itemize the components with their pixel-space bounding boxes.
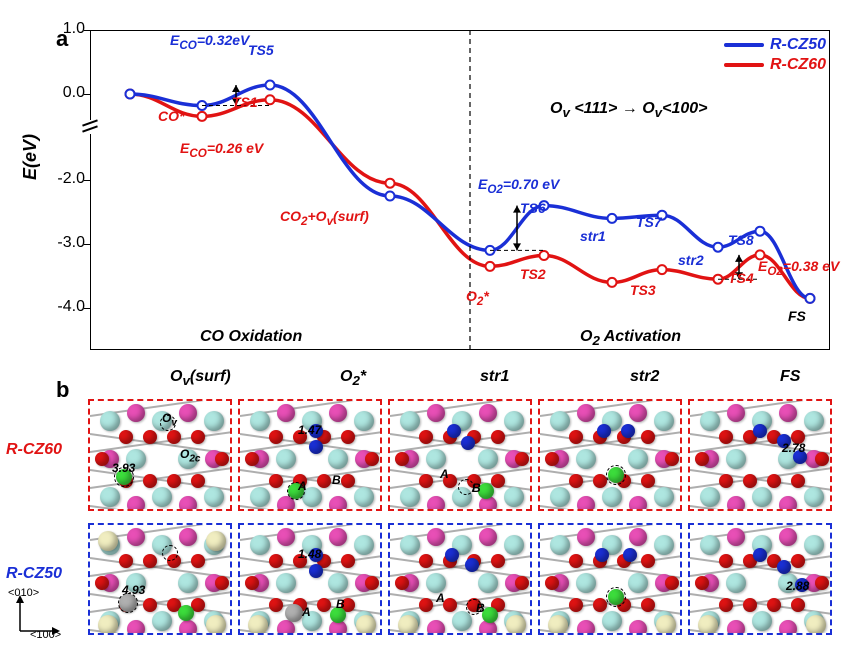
structure-cell: AB (388, 523, 532, 635)
column-header: Ov(surf) (170, 368, 231, 388)
chart-annotation: TS8 (728, 232, 754, 248)
structure-annotation: B (336, 597, 345, 611)
chart-annotation: CO* (158, 108, 184, 124)
chart-annotation: TS7 (636, 214, 662, 230)
structure-annotation: B (332, 473, 341, 487)
panel-a: a E(eV) R-CZ50R-CZ60 1.00.0-2.0-3.0-4.0E… (0, 0, 856, 395)
chart-svg (90, 30, 830, 350)
chart-annotation: TS1 (232, 94, 258, 110)
row-label: R-CZ50 (6, 565, 62, 583)
chart-annotation: EO2=0.38 eV (758, 258, 839, 278)
figure-root: a E(eV) R-CZ50R-CZ60 1.00.0-2.0-3.0-4.0E… (0, 0, 856, 648)
axis-break-icon (82, 120, 98, 134)
axis-010-label: <010> (8, 587, 39, 599)
structure-annotation: A (302, 605, 311, 619)
structure-cell: 4.93 (88, 523, 232, 635)
column-header: O2* (340, 368, 366, 388)
structure-annotation: O2c (180, 447, 200, 464)
row-label: R-CZ60 (6, 441, 62, 459)
ytick-label: 1.0 (40, 20, 85, 38)
structure-cell: 1.47 A B (238, 399, 382, 511)
structure-annotation: 2.78 (782, 441, 805, 455)
legend: R-CZ50 R-CZ60 (724, 36, 826, 76)
structure-annotation: B (476, 601, 485, 615)
chart-annotation: TS6 (520, 200, 546, 216)
structure-annotation: A (440, 467, 449, 481)
ytick-label: -4.0 (40, 298, 85, 316)
chart-annotation: Ov <111> → Ov<100> (550, 100, 707, 120)
structure-cell (538, 523, 682, 635)
structure-cell: 2.78 (688, 399, 832, 511)
ytick-label: -2.0 (40, 170, 85, 188)
chart-annotation: CO Oxidation (200, 328, 302, 346)
structure-cell: 2.88 (688, 523, 832, 635)
chart-annotation: ECO=0.26 eV (180, 140, 263, 160)
structure-cell: AB (388, 399, 532, 511)
column-header: str1 (480, 368, 509, 386)
structure-annotation: A (298, 479, 307, 493)
structure-annotation: 4.93 (122, 583, 145, 597)
column-header: str2 (630, 368, 659, 386)
chart-annotation: O2* (466, 288, 489, 308)
chart-annotation: str2 (678, 252, 704, 268)
chart-annotation: TS4 (728, 270, 754, 286)
chart-annotation: CO2+Ov(surf) (280, 208, 369, 228)
structure-annotation: A (436, 591, 445, 605)
structure-row: 3.93OvO2c1.47ABAB2.78 (88, 399, 838, 517)
chart-annotation: TS2 (520, 266, 546, 282)
panel-b: b <010> <100> 3.93OvO2c1.47ABAB2.78R-CZ6… (0, 395, 856, 648)
structure-annotation: 3.93 (112, 461, 135, 475)
structure-annotation: 1.48 (298, 547, 321, 561)
structure-cell: 1.48 A B (238, 523, 382, 635)
panel-b-label: b (56, 377, 69, 403)
structure-annotation: 1.47 (298, 423, 321, 437)
chart-annotation: TS5 (248, 42, 274, 58)
legend-row: R-CZ60 (724, 56, 826, 74)
chart-annotation: O2 Activation (580, 328, 681, 348)
axis-100-label: <100> (30, 629, 61, 641)
chart-annotation: EO2=0.70 eV (478, 176, 559, 196)
crystal-axes: <010> <100> (10, 591, 70, 644)
ytick-label: -3.0 (40, 234, 85, 252)
chart-annotation: ECO=0.32eV (170, 32, 249, 52)
chart-annotation: str1 (580, 228, 606, 244)
structure-cell (538, 399, 682, 511)
structure-annotation: 2.88 (786, 579, 809, 593)
chart-annotation: TS3 (630, 282, 656, 298)
structure-row: 4.931.48ABAB2.88 (88, 523, 838, 641)
structure-annotation: Ov (162, 411, 177, 428)
ytick-label: 0.0 (40, 84, 85, 102)
column-header: FS (780, 368, 800, 386)
structure-cell: 3.93 Ov O2c (88, 399, 232, 511)
structure-annotation: B (472, 481, 481, 495)
chart-annotation: FS (788, 308, 806, 324)
legend-row: R-CZ50 (724, 36, 826, 54)
y-axis-label: E(eV) (20, 134, 41, 180)
